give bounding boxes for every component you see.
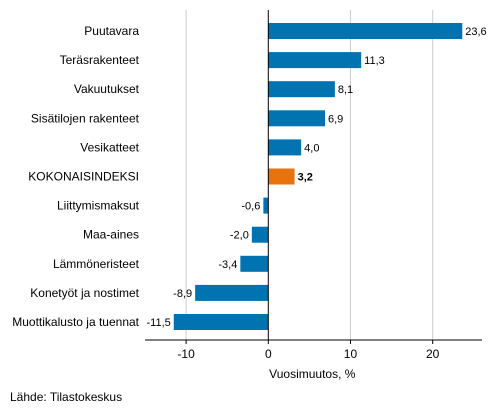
bar bbox=[268, 81, 335, 98]
bar bbox=[268, 168, 295, 185]
category-label: Muottikalusto ja tuennat bbox=[12, 315, 139, 329]
category-label: Sisätilojen rakenteet bbox=[31, 111, 140, 125]
category-label: Teräsrakenteet bbox=[60, 53, 140, 67]
category-label: Lämmöneristeet bbox=[53, 257, 140, 271]
bar bbox=[268, 52, 362, 69]
x-axis-title: Vuosimuutos, % bbox=[269, 367, 356, 381]
bar bbox=[263, 197, 269, 214]
bar bbox=[251, 226, 269, 243]
value-label: -2,0 bbox=[230, 230, 249, 242]
bar bbox=[195, 284, 269, 301]
value-label: -11,5 bbox=[147, 317, 171, 329]
value-label: 4,0 bbox=[304, 142, 319, 154]
category-label: Vakuutukset bbox=[74, 82, 140, 96]
category-label: Puutavara bbox=[84, 24, 139, 38]
category-label: Vesikatteet bbox=[80, 140, 139, 154]
bar bbox=[268, 110, 326, 127]
x-tick-label: 10 bbox=[344, 347, 358, 361]
category-label: Maa-aines bbox=[83, 228, 139, 242]
value-label: 23,6 bbox=[465, 26, 486, 38]
value-label: -8,9 bbox=[173, 288, 192, 300]
value-label: 11,3 bbox=[364, 55, 385, 67]
bar bbox=[268, 139, 302, 156]
source-note: Lähde: Tilastokeskus bbox=[10, 390, 123, 404]
value-label: -0,6 bbox=[241, 201, 260, 213]
bar bbox=[173, 314, 269, 330]
value-label: 3,2 bbox=[298, 172, 313, 184]
value-label: -3,4 bbox=[218, 259, 237, 271]
value-label: 6,9 bbox=[328, 113, 343, 125]
value-label: 8,1 bbox=[338, 84, 353, 96]
bar bbox=[240, 255, 269, 272]
category-label: Konetyöt ja nostimet bbox=[30, 286, 139, 300]
x-tick-label: 0 bbox=[265, 347, 272, 361]
bar bbox=[268, 23, 463, 39]
x-tick-label: 20 bbox=[426, 347, 440, 361]
category-label: KOKONAISINDEKSI bbox=[28, 170, 139, 184]
category-label: Liittymismaksut bbox=[57, 199, 140, 213]
x-tick-label: -10 bbox=[177, 347, 195, 361]
